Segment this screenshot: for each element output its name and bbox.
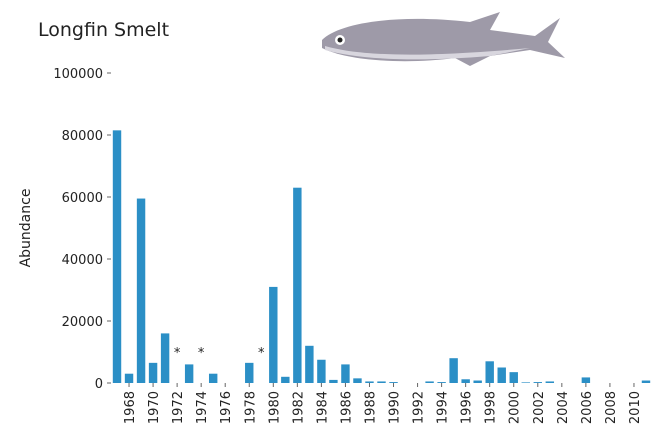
x-tick-label: 1990 bbox=[388, 391, 403, 424]
bar bbox=[461, 379, 470, 383]
bar bbox=[124, 373, 134, 383]
bar bbox=[245, 362, 254, 383]
bar bbox=[497, 367, 506, 383]
x-tick-label: 1968 bbox=[123, 391, 138, 424]
bar bbox=[425, 381, 434, 383]
annotation: * bbox=[198, 346, 205, 361]
fish-illustration bbox=[322, 12, 565, 66]
bar bbox=[341, 364, 350, 383]
bar bbox=[377, 381, 386, 383]
x-tick-label: 1974 bbox=[195, 391, 210, 424]
x-tick-label: 2006 bbox=[580, 391, 595, 424]
bar bbox=[148, 362, 158, 383]
y-tick-label: 20000 bbox=[62, 315, 103, 330]
x-tick-label: 2010 bbox=[628, 391, 643, 424]
bar bbox=[521, 382, 530, 383]
x-tick-label: 1980 bbox=[267, 391, 282, 424]
x-tick-label: 2008 bbox=[604, 391, 619, 424]
x-tick-label: 1984 bbox=[315, 391, 330, 424]
bar bbox=[485, 361, 494, 383]
bar bbox=[317, 359, 326, 383]
bar bbox=[533, 382, 542, 383]
bar bbox=[437, 382, 446, 383]
y-tick-label: 0 bbox=[95, 377, 103, 392]
annotation: * bbox=[258, 346, 265, 361]
bar bbox=[184, 364, 194, 383]
bar bbox=[329, 379, 338, 383]
x-tick-label: 1998 bbox=[484, 391, 499, 424]
y-tick-label: 60000 bbox=[62, 191, 103, 206]
x-tick-label: 1994 bbox=[436, 391, 451, 424]
bar bbox=[389, 382, 398, 383]
bar bbox=[449, 358, 458, 383]
bar bbox=[293, 187, 302, 383]
y-axis-label: Abundance bbox=[18, 189, 34, 268]
bar bbox=[160, 333, 170, 383]
x-tick-label: 1986 bbox=[339, 391, 354, 424]
x-tick-label: 2000 bbox=[508, 391, 523, 424]
bar bbox=[641, 380, 651, 383]
y-tick-label: 40000 bbox=[62, 253, 103, 268]
x-tick-label: 1982 bbox=[291, 391, 306, 424]
x-tick-label: 1976 bbox=[219, 391, 234, 424]
bar bbox=[305, 345, 314, 383]
x-tick-label: 2002 bbox=[532, 391, 547, 424]
y-tick-label: 100000 bbox=[53, 67, 103, 82]
bar bbox=[281, 376, 290, 383]
x-tick-label: 1972 bbox=[171, 391, 186, 424]
bar bbox=[581, 377, 591, 383]
x-tick-label: 1970 bbox=[147, 391, 162, 424]
bar bbox=[545, 381, 555, 383]
bar bbox=[112, 130, 122, 383]
x-tick-label: 1978 bbox=[243, 391, 258, 424]
x-tick-label: 1988 bbox=[363, 391, 378, 424]
bar bbox=[136, 198, 146, 383]
bar bbox=[353, 378, 362, 383]
x-tick-label: 1992 bbox=[412, 391, 427, 424]
bar bbox=[269, 286, 278, 383]
bar bbox=[365, 381, 374, 383]
y-tick-label: 80000 bbox=[62, 129, 103, 144]
x-tick-label: 1996 bbox=[460, 391, 475, 424]
chart-title: Longfin Smelt bbox=[38, 19, 169, 41]
bar bbox=[473, 380, 482, 383]
x-tick-label: 2004 bbox=[556, 391, 571, 424]
annotation: * bbox=[174, 346, 181, 361]
bar bbox=[509, 372, 518, 383]
bar bbox=[208, 373, 218, 383]
